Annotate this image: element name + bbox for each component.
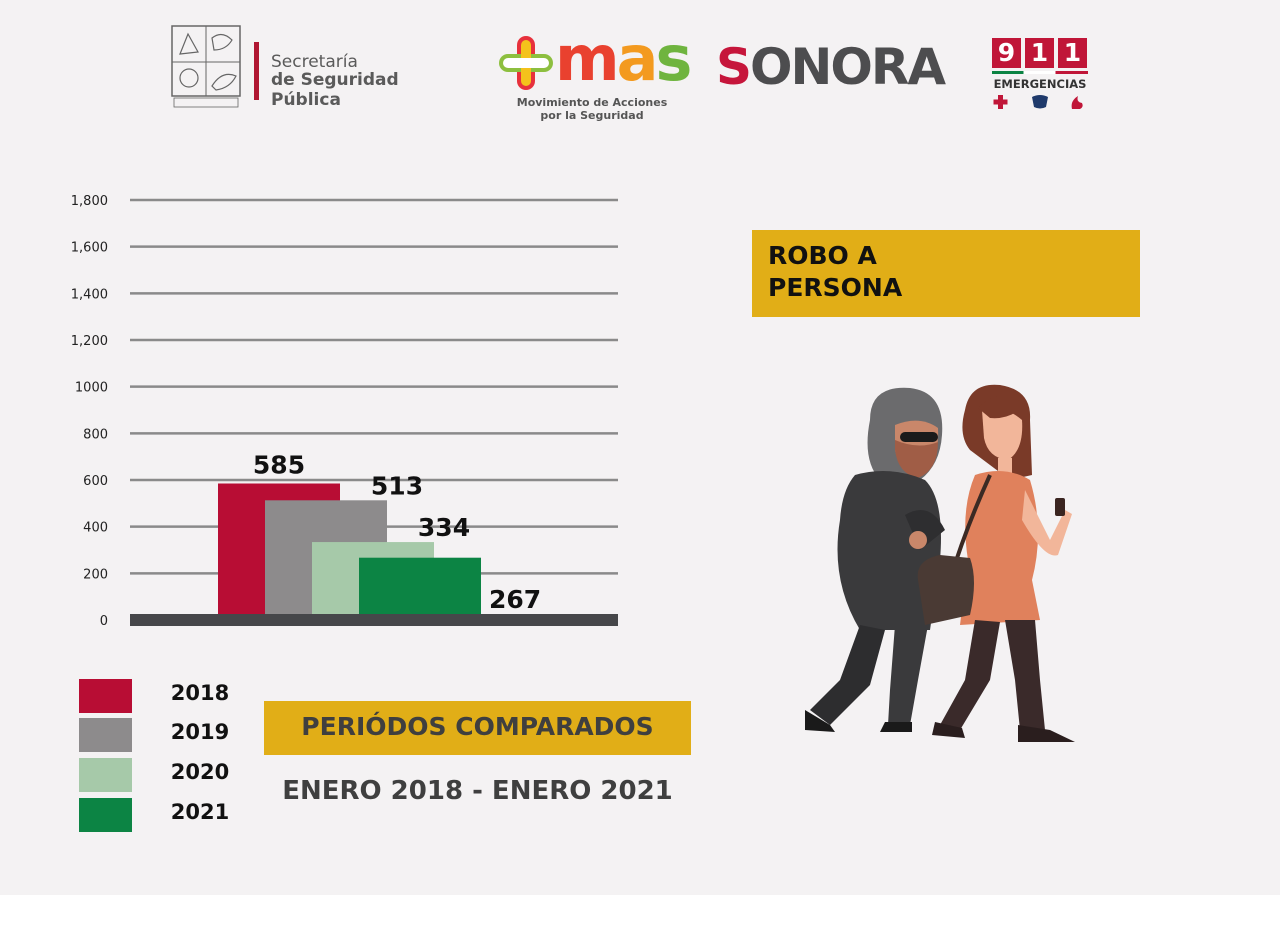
digit-1b: 1	[1058, 38, 1087, 68]
data-labels: 585 513 334 267	[253, 451, 541, 615]
ssp-title-line2: de Seguridad Pública	[271, 70, 399, 110]
emergencias-911-logo: 9 1 1 EMERGENCIAS	[992, 38, 1088, 112]
state-seal-icon	[171, 25, 241, 108]
legend-label-2019: 2019	[170, 720, 230, 744]
sonora-logo-rest: ONORA	[750, 38, 946, 96]
bar-chart: 0 200 400 600 800 1000 1,200 1,400 1,600 1,800 58…	[71, 194, 618, 629]
data-label-2018: 585	[253, 451, 305, 480]
medical-cross-icon	[993, 95, 1008, 109]
bar-2021	[359, 557, 481, 620]
y-tick-label-800: 800	[83, 427, 108, 442]
legend-label-2021: 2021	[170, 800, 230, 824]
legend-label-2020: 2020	[170, 760, 230, 784]
mas-subtitle-line2: por la Seguridad	[540, 109, 644, 122]
plus-icon	[499, 36, 553, 90]
periods-title: PERIÓDOS COMPARADOS	[301, 712, 654, 741]
police-badge-icon	[1032, 95, 1048, 109]
y-tick-label-1800: 1,800	[71, 194, 108, 209]
sonora-logo: SONORA	[716, 38, 946, 96]
mas-wordmark: mas	[555, 22, 692, 95]
chart-title-box: ROBO A PERSONA	[752, 230, 1140, 317]
y-tick-label-600: 600	[83, 474, 108, 489]
ssp-title-line1: Secretaría	[271, 52, 358, 72]
data-label-2019: 513	[371, 471, 423, 500]
tricolor-stripe	[992, 71, 1088, 74]
ssp-logo: Secretaría de Seguridad Pública	[170, 24, 470, 114]
emergency-services-icons	[993, 95, 1083, 109]
digit-9: 9	[992, 38, 1021, 68]
data-label-2021: 267	[489, 585, 541, 614]
infographic-canvas: Secretaría de Seguridad Pública mas Movi…	[0, 0, 1280, 895]
woman-figure	[917, 384, 1075, 742]
thief-figure	[805, 387, 945, 732]
y-tick-label-1000: 1000	[75, 381, 108, 396]
bars	[218, 483, 481, 620]
y-tick-label-1200: 1,200	[71, 334, 108, 349]
digit-1a: 1	[1025, 38, 1054, 68]
y-tick-label-1600: 1,600	[71, 241, 108, 256]
sonora-logo-first-letter: S	[716, 38, 752, 96]
data-label-2020: 334	[418, 513, 470, 542]
periods-banner: PERIÓDOS COMPARADOS	[264, 701, 691, 755]
legend-label-2018: 2018	[170, 681, 230, 705]
chart-title-line1: ROBO A	[768, 241, 877, 270]
y-axis-tick-labels: 0 200 400 600 800 1000 1,200 1,400 1,600 1,800	[71, 194, 108, 629]
periods-range: ENERO 2018 - ENERO 2021	[282, 776, 673, 806]
chart-title-line2: PERSONA	[768, 273, 903, 302]
legend-swatch-2018	[79, 679, 132, 713]
chart-baseline	[130, 614, 618, 626]
legend-swatch-2019	[79, 718, 132, 752]
y-tick-label-200: 200	[83, 567, 108, 582]
mas-subtitle-line1: Movimiento de Acciones	[516, 96, 668, 109]
emergencias-label: EMERGENCIAS	[993, 77, 1087, 91]
legend-swatch-2021	[79, 798, 132, 832]
mas-logo: mas Movimiento de Acciones por la Seguri…	[497, 22, 692, 124]
fire-icon	[1071, 96, 1083, 109]
robbery-illustration	[805, 384, 1075, 742]
legend-swatch-2020	[79, 758, 132, 792]
ssp-divider	[254, 42, 259, 100]
y-tick-label-1400: 1,400	[71, 287, 108, 302]
y-tick-label-0: 0	[100, 614, 108, 629]
y-tick-label-400: 400	[83, 521, 108, 536]
